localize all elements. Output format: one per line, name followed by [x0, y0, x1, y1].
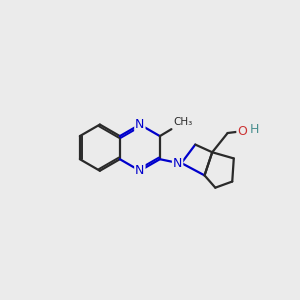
- Text: H: H: [250, 123, 259, 136]
- Text: CH₃: CH₃: [173, 117, 192, 127]
- Text: O: O: [237, 125, 247, 138]
- Text: N: N: [135, 164, 145, 177]
- Text: N: N: [135, 118, 145, 131]
- Text: N: N: [173, 157, 182, 169]
